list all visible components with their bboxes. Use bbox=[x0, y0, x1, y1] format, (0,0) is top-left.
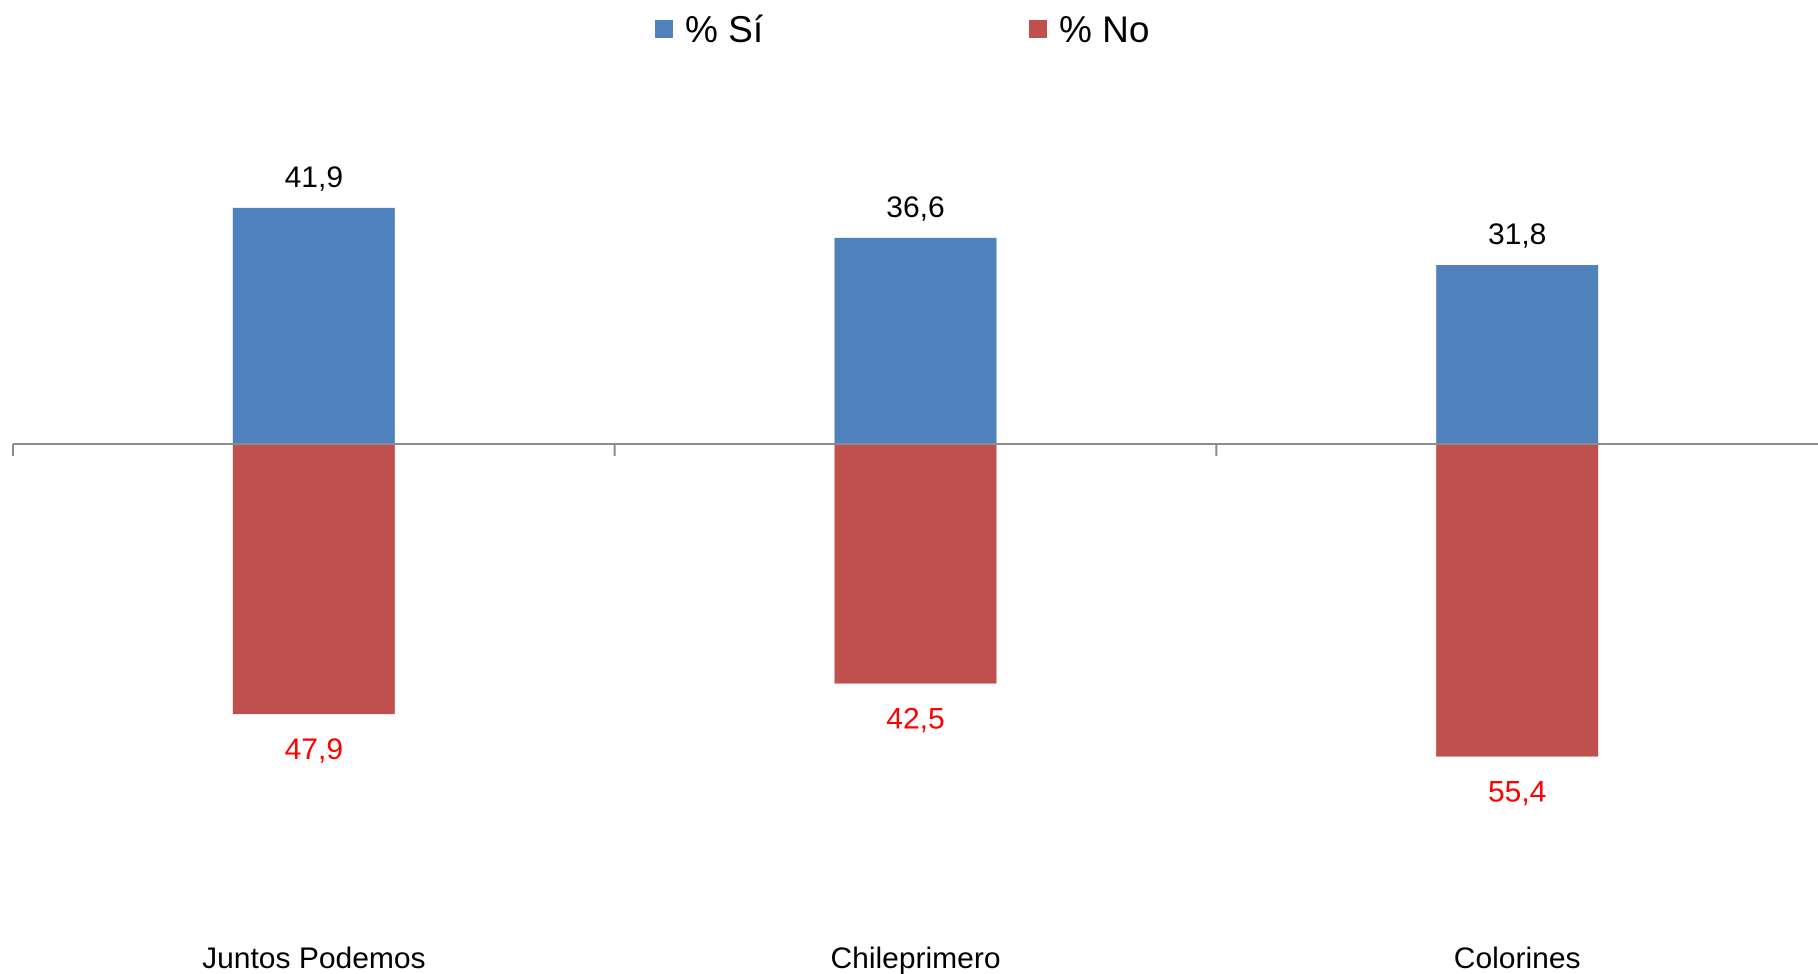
legend-label-si: % Sí bbox=[685, 9, 764, 50]
bar-no bbox=[1434, 443, 1601, 759]
bar-si bbox=[1434, 263, 1601, 445]
bars bbox=[230, 205, 1601, 759]
value-label-no: 55,4 bbox=[1488, 776, 1546, 809]
category-label: Chileprimero bbox=[830, 942, 1000, 974]
category-label: Colorines bbox=[1454, 942, 1581, 974]
value-label-no: 47,9 bbox=[285, 733, 343, 766]
value-labels: 41,9 47,9 36,6 42,5 31,8 55,4 bbox=[285, 161, 1547, 809]
bar-no bbox=[832, 443, 999, 686]
value-label-no: 42,5 bbox=[886, 703, 944, 736]
legend: % Sí % No bbox=[655, 9, 1149, 50]
legend-swatch-no bbox=[1029, 20, 1047, 38]
legend-swatch-si bbox=[655, 20, 673, 38]
value-label-si: 36,6 bbox=[886, 191, 944, 224]
category-label: Juntos Podemos bbox=[202, 942, 425, 974]
bar-si bbox=[832, 235, 999, 445]
bar-no bbox=[230, 443, 397, 717]
category-labels: Juntos Podemos Chileprimero Colorines bbox=[202, 942, 1580, 974]
bar-si bbox=[230, 205, 397, 445]
x-axis bbox=[12, 443, 1818, 456]
value-label-si: 41,9 bbox=[285, 161, 343, 194]
legend-label-no: % No bbox=[1059, 9, 1149, 50]
value-label-si: 31,8 bbox=[1488, 218, 1546, 251]
